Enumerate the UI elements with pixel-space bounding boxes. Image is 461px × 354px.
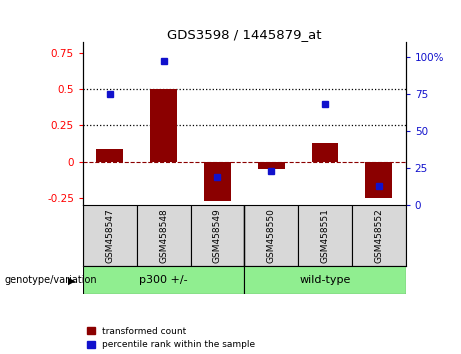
Text: GSM458550: GSM458550	[267, 208, 276, 263]
Bar	[83, 205, 137, 266]
Bar	[204, 162, 231, 201]
Bar	[244, 266, 406, 294]
Text: ▶: ▶	[68, 275, 75, 285]
Text: GSM458549: GSM458549	[213, 208, 222, 263]
Text: GSM458551: GSM458551	[320, 208, 330, 263]
Bar	[312, 143, 338, 162]
Bar	[298, 205, 352, 266]
Text: GSM458547: GSM458547	[106, 208, 114, 263]
Bar	[190, 205, 244, 266]
Bar	[244, 205, 298, 266]
Text: p300 +/-: p300 +/-	[139, 275, 188, 285]
Legend: transformed count, percentile rank within the sample: transformed count, percentile rank withi…	[88, 327, 255, 349]
Bar	[83, 266, 244, 294]
Bar	[365, 162, 392, 198]
Bar	[352, 205, 406, 266]
Text: wild-type: wild-type	[299, 275, 351, 285]
Text: genotype/variation: genotype/variation	[5, 275, 97, 285]
Bar	[96, 149, 123, 162]
Text: GSM458548: GSM458548	[159, 208, 168, 263]
Bar	[150, 89, 177, 162]
Bar	[137, 205, 190, 266]
Text: GSM458552: GSM458552	[374, 208, 383, 263]
Bar	[258, 162, 284, 169]
Title: GDS3598 / 1445879_at: GDS3598 / 1445879_at	[167, 28, 322, 41]
